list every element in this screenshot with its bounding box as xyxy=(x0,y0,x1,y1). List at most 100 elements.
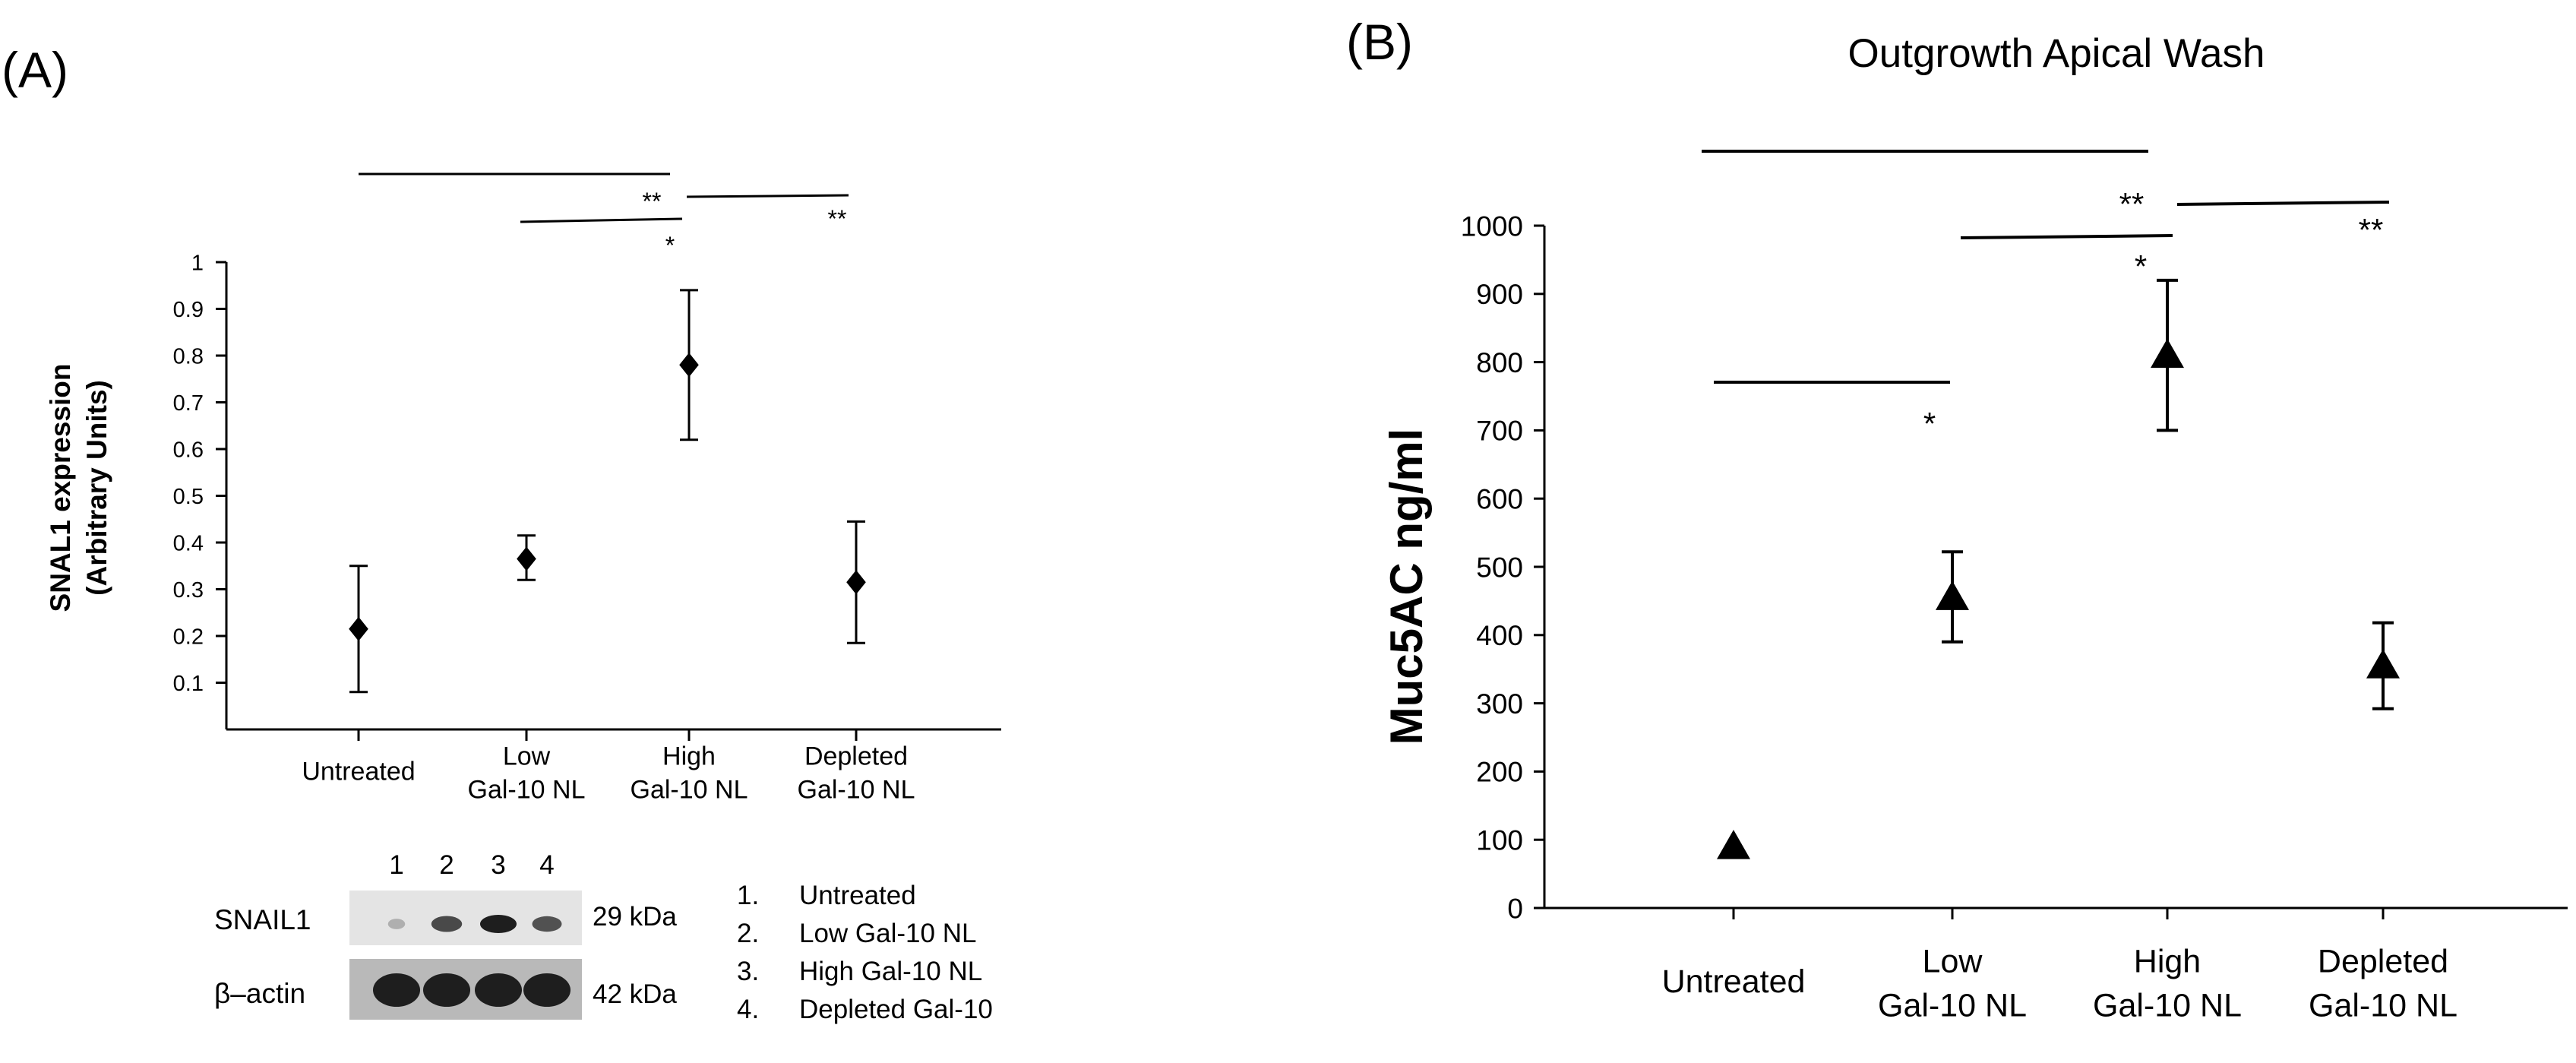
panel-a-y-tick-label: 0.3 xyxy=(173,578,204,603)
panel-a-y-tick-label: 0.9 xyxy=(173,298,204,322)
western-blot-legend-text: Depleted Gal-10 xyxy=(799,995,993,1024)
western-blot-lane-number: 4 xyxy=(539,850,554,880)
panel-a-label: (A) xyxy=(2,42,68,98)
western-blot-band xyxy=(475,973,522,1007)
panel-a-x-category-label: Low xyxy=(503,742,551,771)
western-blot-lane-number: 2 xyxy=(439,850,454,880)
panel-a-y-axis-label: SNAL1 expression (Arbitrary Units) xyxy=(45,364,112,612)
panel-b-y-tick-label: 900 xyxy=(1476,279,1523,310)
panel-b-data-point-triangle xyxy=(2366,649,2400,679)
panel-a-data-point-diamond xyxy=(517,546,536,571)
panel-b-y-tick-label: 100 xyxy=(1476,825,1523,856)
panel-a-data-point-diamond xyxy=(349,616,368,641)
panel-b-sig-bar-high-depleted xyxy=(2176,201,2390,206)
panel-a-x-ticks xyxy=(357,729,858,741)
panel-b-y-axis-label: Muc5AC ng/ml xyxy=(1381,429,1432,745)
panel-a-x-category-label: Untreated xyxy=(302,757,415,786)
western-blot-legend-number: 1. xyxy=(737,881,759,910)
panel-a-y-ticks: 0.1 0.2 0.3 0.4 0.5 0.6 0.7 0.8 0.9 1 xyxy=(173,251,226,696)
western-blot-band xyxy=(387,919,406,929)
panel-b-x-ticks xyxy=(1732,908,2385,919)
panel-b-y-tick-label: 600 xyxy=(1476,484,1523,515)
panel-b-x-category-label: Gal-10 NL xyxy=(1878,988,2027,1024)
western-blot-legend-text: High Gal-10 NL xyxy=(799,957,982,986)
panel-b-y-tick-label: 500 xyxy=(1476,552,1523,583)
panel-a-y-tick-label: 0.7 xyxy=(173,391,204,416)
panel-a-y-tick-label: 0.6 xyxy=(173,438,204,462)
panel-a-x-category-label: Gal-10 NL xyxy=(798,776,915,805)
panel-a-y-tick-label: 0.5 xyxy=(173,485,204,509)
western-blot-lane-numbers: 1 2 3 4 xyxy=(389,850,554,880)
western-blot-band xyxy=(431,916,463,932)
panel-b-data-point-triangle xyxy=(1936,581,1969,610)
western-blot-lane-number: 1 xyxy=(389,850,403,880)
western-blot-legend-number: 4. xyxy=(737,995,759,1024)
panel-a-data-points xyxy=(349,289,866,694)
panel-a-x-category-label: Gal-10 NL xyxy=(631,776,748,805)
panel-a-data-point-diamond xyxy=(679,353,699,378)
panel-a-x-category-label: Depleted xyxy=(804,742,908,771)
panel-b-sig-label-high-depleted: ** xyxy=(2359,212,2384,248)
panel-a-x-labels: Untreated Low Gal-10 NL High Gal-10 NL Deplet… xyxy=(302,742,915,805)
panel-a-significance: ** * ** xyxy=(359,172,849,259)
panel-a-sig-bar-high-depleted xyxy=(686,194,849,198)
western-blot-band xyxy=(532,916,562,932)
panel-b-label: (B) xyxy=(1346,14,1413,70)
panel-b-y-tick-label: 1000 xyxy=(1461,210,1523,242)
panel-b-sig-label-untreated-low: * xyxy=(1923,406,1936,441)
western-blot-band xyxy=(523,973,571,1007)
panel-b-significance: ** * * ** xyxy=(1702,150,2390,441)
panel-b-x-category-label: High xyxy=(2134,944,2201,980)
western-blot-band xyxy=(423,973,470,1007)
panel-a-y-tick-label: 0.1 xyxy=(173,672,204,696)
western-blot-band xyxy=(480,915,517,933)
western-blot-row-label-snail1: SNAIL1 xyxy=(214,904,311,935)
panel-b: (B) Outgrowth Apical Wash Muc5AC ng/ml 0… xyxy=(1346,14,2568,1024)
panel-a-y-tick-label: 0.4 xyxy=(173,531,204,555)
panel-b-x-category-label: Gal-10 NL xyxy=(2309,988,2457,1024)
panel-b-sig-bar-low-high xyxy=(1960,234,2173,239)
panel-b-y-tick-label: 400 xyxy=(1476,620,1523,651)
panel-b-sig-label-low-high: * xyxy=(2135,248,2147,284)
panel-a-sig-bar-low-high xyxy=(520,217,683,223)
western-blot-row-label-beta-actin: β–actin xyxy=(214,978,305,1009)
panel-b-y-tick-label: 800 xyxy=(1476,347,1523,378)
panel-b-x-category-label: Low xyxy=(1923,944,1983,980)
panel-b-y-ticks: 0 100 200 300 400 500 600 700 800 900 1000 xyxy=(1461,210,1544,924)
panel-b-data-point-triangle xyxy=(1717,830,1750,859)
panel-b-y-tick-label: 0 xyxy=(1507,893,1523,924)
panel-b-x-category-label: Depleted xyxy=(2318,944,2448,980)
panel-a-sig-label-untreated-high: ** xyxy=(643,188,662,215)
panel-b-x-category-label: Untreated xyxy=(1662,963,1806,1000)
panel-a-y-axis-label-line2: (Arbitrary Units) xyxy=(81,380,112,596)
western-blot-bands xyxy=(373,915,571,1007)
panel-a: (A) SNAL1 expression (Arbitrary Units) 0… xyxy=(2,42,1001,1024)
panel-a-data-point-diamond xyxy=(846,570,866,595)
western-blot-size-beta-actin: 42 kDa xyxy=(593,979,677,1009)
western-blot-band xyxy=(373,973,420,1007)
panel-a-y-tick-label: 0.2 xyxy=(173,625,204,649)
panel-b-y-tick-label: 700 xyxy=(1476,416,1523,447)
panel-b-y-tick-label: 300 xyxy=(1476,688,1523,720)
panel-b-x-labels: Untreated Low Gal-10 NL High Gal-10 NL Deplet… xyxy=(1662,944,2457,1024)
western-blot-legend-text: Untreated xyxy=(799,881,916,910)
western-blot: 1 2 3 4 SNAIL1 β–actin 29 kDa 42 kDa 1. Untr… xyxy=(214,850,993,1024)
panel-a-x-category-label: High xyxy=(662,742,716,771)
western-blot-legend-number: 2. xyxy=(737,919,759,948)
panel-a-y-tick-label: 0.8 xyxy=(173,344,204,369)
western-blot-size-snail1: 29 kDa xyxy=(593,902,677,932)
panel-b-x-category-label: Gal-10 NL xyxy=(2093,988,2242,1024)
panel-b-title: Outgrowth Apical Wash xyxy=(1848,31,2265,76)
western-blot-legend: 1. Untreated 2. Low Gal-10 NL 3. High Gal-10 … xyxy=(737,881,993,1024)
panel-a-y-axis-label-line1: SNAL1 expression xyxy=(45,364,76,612)
western-blot-legend-text: Low Gal-10 NL xyxy=(799,919,976,948)
western-blot-lane-number: 3 xyxy=(491,850,505,880)
panel-a-x-category-label: Gal-10 NL xyxy=(468,776,586,805)
western-blot-legend-number: 3. xyxy=(737,957,759,986)
panel-b-sig-label-untreated-high: ** xyxy=(2119,186,2145,222)
panel-b-data-point-triangle xyxy=(2151,338,2184,369)
panel-b-y-tick-label: 200 xyxy=(1476,757,1523,788)
panel-a-sig-label-low-high: * xyxy=(665,232,675,259)
panel-a-y-tick-label: 1 xyxy=(191,251,204,275)
